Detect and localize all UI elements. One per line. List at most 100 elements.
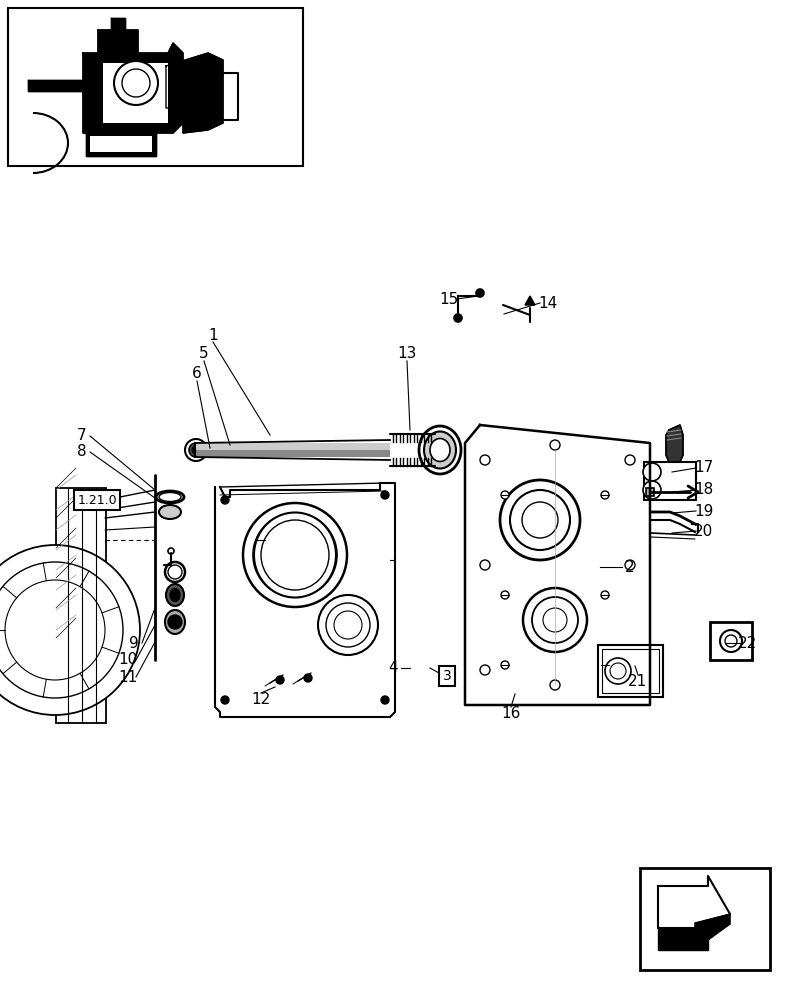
- Ellipse shape: [159, 492, 181, 502]
- Circle shape: [168, 615, 181, 629]
- Circle shape: [454, 314, 462, 322]
- Circle shape: [185, 439, 206, 461]
- Polygon shape: [111, 18, 124, 30]
- Circle shape: [604, 658, 630, 684]
- Text: 5: 5: [199, 347, 209, 361]
- Text: 6: 6: [192, 366, 202, 381]
- Text: 15: 15: [438, 292, 458, 306]
- Circle shape: [479, 560, 489, 570]
- Bar: [639, 868, 769, 970]
- Polygon shape: [165, 53, 222, 133]
- Polygon shape: [657, 928, 707, 950]
- Bar: [645, 488, 653, 496]
- Circle shape: [542, 608, 566, 632]
- Circle shape: [304, 674, 312, 682]
- Polygon shape: [665, 425, 683, 462]
- Text: 18: 18: [694, 483, 713, 497]
- Text: 8: 8: [77, 444, 87, 460]
- Bar: [601, 649, 658, 693]
- Text: 7: 7: [77, 428, 87, 444]
- Bar: [90, 136, 152, 152]
- Text: 17: 17: [694, 460, 713, 476]
- Circle shape: [624, 560, 634, 570]
- Circle shape: [5, 580, 105, 680]
- Circle shape: [192, 446, 200, 454]
- Bar: [8, 8, 303, 166]
- Text: 21: 21: [628, 674, 647, 690]
- Circle shape: [522, 588, 586, 652]
- Circle shape: [318, 595, 377, 655]
- Circle shape: [275, 676, 283, 684]
- Circle shape: [165, 562, 185, 582]
- Circle shape: [724, 635, 736, 647]
- Circle shape: [624, 665, 634, 675]
- Circle shape: [624, 455, 634, 465]
- Circle shape: [532, 597, 577, 643]
- Circle shape: [500, 591, 508, 599]
- Circle shape: [479, 455, 489, 465]
- Bar: [195, 443, 389, 450]
- Polygon shape: [694, 914, 729, 940]
- Circle shape: [189, 443, 202, 457]
- Text: 16: 16: [501, 706, 520, 722]
- Text: 1: 1: [208, 328, 218, 342]
- Ellipse shape: [423, 432, 455, 468]
- Circle shape: [114, 61, 158, 105]
- Polygon shape: [524, 296, 534, 305]
- Circle shape: [601, 661, 608, 669]
- Circle shape: [168, 565, 181, 579]
- Polygon shape: [86, 133, 156, 156]
- Text: 12: 12: [251, 692, 271, 708]
- Circle shape: [601, 591, 608, 599]
- Bar: [709, 622, 751, 660]
- Circle shape: [642, 463, 660, 481]
- Circle shape: [0, 562, 123, 698]
- Circle shape: [243, 503, 347, 607]
- Circle shape: [479, 665, 489, 675]
- Text: 14: 14: [538, 296, 557, 310]
- Polygon shape: [83, 43, 183, 133]
- Ellipse shape: [430, 438, 450, 462]
- Text: 19: 19: [694, 504, 713, 518]
- Circle shape: [499, 480, 579, 560]
- Circle shape: [509, 490, 569, 550]
- Ellipse shape: [156, 491, 184, 503]
- Text: 2: 2: [625, 560, 634, 574]
- Circle shape: [325, 603, 369, 647]
- Ellipse shape: [254, 512, 336, 597]
- Circle shape: [521, 502, 557, 538]
- Circle shape: [719, 630, 741, 652]
- Circle shape: [381, 491, 389, 499]
- Circle shape: [221, 496, 229, 504]
- Circle shape: [475, 289, 483, 297]
- Bar: [597, 645, 662, 697]
- Text: 9: 9: [129, 636, 139, 650]
- Text: 3: 3: [442, 669, 450, 683]
- Circle shape: [381, 696, 389, 704]
- Bar: [643, 462, 695, 500]
- Circle shape: [265, 525, 324, 585]
- Circle shape: [168, 548, 173, 554]
- Ellipse shape: [165, 584, 184, 606]
- Text: 4: 4: [388, 660, 397, 676]
- Circle shape: [549, 440, 560, 450]
- Ellipse shape: [159, 505, 181, 519]
- Polygon shape: [657, 876, 729, 950]
- Text: 10: 10: [118, 652, 137, 668]
- Text: 13: 13: [397, 347, 416, 361]
- Text: 20: 20: [694, 524, 713, 538]
- Circle shape: [500, 661, 508, 669]
- Circle shape: [253, 513, 336, 597]
- Bar: [56, 488, 106, 723]
- Circle shape: [609, 663, 626, 679]
- Circle shape: [221, 696, 229, 704]
- Text: 1.21.0: 1.21.0: [77, 493, 116, 506]
- Circle shape: [601, 491, 608, 499]
- Bar: [103, 63, 168, 123]
- Ellipse shape: [261, 520, 328, 590]
- Ellipse shape: [169, 588, 180, 601]
- Text: 11: 11: [118, 670, 137, 684]
- Polygon shape: [98, 30, 138, 56]
- Circle shape: [333, 611, 361, 639]
- Polygon shape: [28, 80, 88, 91]
